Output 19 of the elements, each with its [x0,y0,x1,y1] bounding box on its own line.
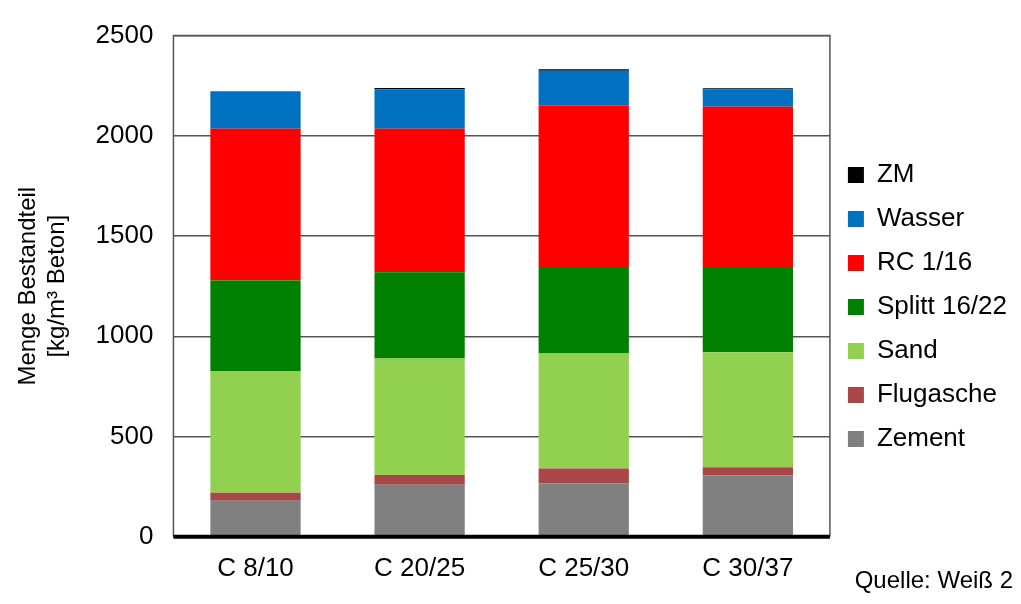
y-tick-label: 500 [110,419,154,450]
x-tick-label: C 30/37 [702,551,794,582]
y-tick-label: 1000 [95,319,154,350]
x-tick-label: C 20/25 [374,551,466,582]
y-tick-label: 0 [138,519,154,550]
legend-label: RC 1/16 [876,246,973,277]
legend-label: Splitt 16/22 [876,290,1007,321]
legend-label: ZM [876,158,915,189]
y-tick-label: 1500 [95,219,154,250]
x-tick-label: C 8/10 [217,551,294,582]
legend-label: Wasser [876,202,965,233]
source-note: Quelle: Weiß 2 [854,566,1013,594]
y-tick-label: 2000 [95,119,154,150]
legend-label: Sand [876,334,938,365]
y-axis-title: Menge Bestandteil [kg/m³ Beton] [13,186,69,386]
legend-label: Flugasche [876,378,997,409]
y-tick-label: 2500 [95,18,154,49]
x-tick-label: C 25/30 [538,551,630,582]
legend-label: Zement [876,422,966,453]
